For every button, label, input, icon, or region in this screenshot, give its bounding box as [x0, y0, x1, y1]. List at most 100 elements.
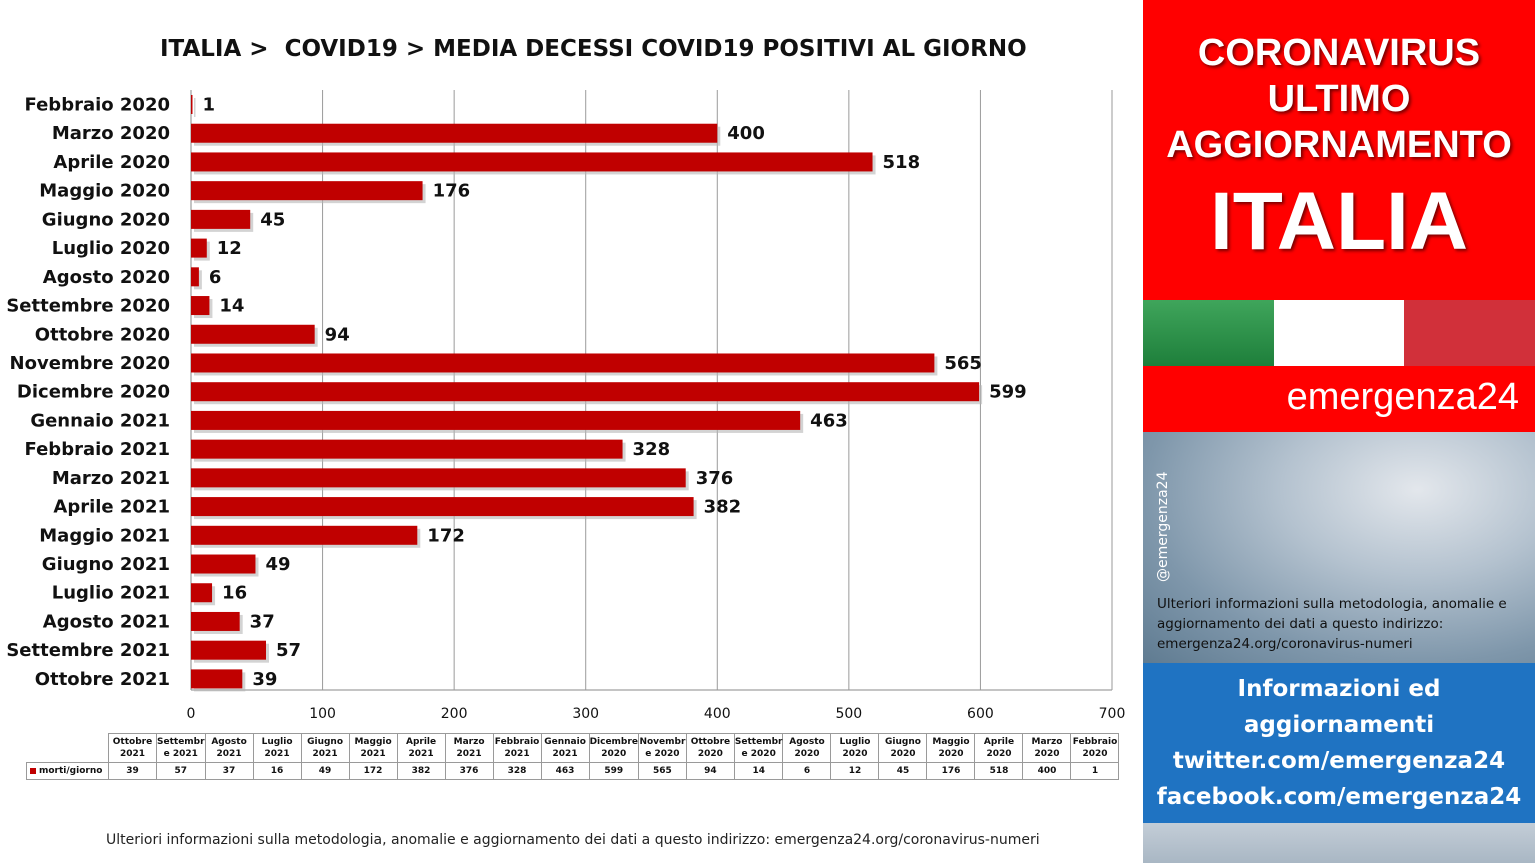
sidebar-panel: CORONAVIRUS ULTIMO AGGIORNAMENTO ITALIA …: [1143, 0, 1535, 863]
data-table-value-cell: 14: [733, 762, 784, 780]
bar-value-label: 565: [944, 353, 982, 374]
series-name: morti/giorno: [39, 766, 103, 776]
data-table-header-cell: Luglio 2021: [252, 733, 302, 763]
bar-value-label: 382: [704, 497, 742, 518]
data-table-value-row: morti/giorno 39 57 37 16 49 172 382 376 328 463 59…: [26, 762, 1120, 780]
data-table-header-cell: Marzo 2020: [1022, 733, 1072, 763]
data-table-header-row: Ottobre 2021 Settembr e 2021 Agosto 2021 Lu…: [27, 733, 1120, 763]
twitter-link[interactable]: twitter.com/emergenza24: [1172, 748, 1506, 774]
bar: [191, 296, 210, 316]
headline-country: ITALIA: [1209, 176, 1469, 267]
x-tick-label: 300: [572, 706, 599, 722]
bar: [191, 439, 623, 459]
data-table-header-cell: Giugno 2021: [300, 733, 350, 763]
y-category-label: Gennaio 2021: [30, 410, 170, 431]
y-category-label: Ottobre 2021: [35, 669, 170, 690]
bar: [191, 410, 801, 430]
bar-value-label: 518: [883, 152, 921, 173]
bottom-strip: [1143, 823, 1535, 863]
bar-value-label: 328: [633, 439, 671, 460]
data-table-value-cell: 49: [300, 762, 350, 780]
bar-value-label: 14: [219, 296, 244, 317]
headline-line-2: ULTIMO: [1267, 78, 1411, 120]
y-category-label: Settembre 2021: [6, 640, 170, 661]
bar: [191, 267, 199, 287]
y-category-label: Aprile 2020: [53, 152, 170, 173]
bar: [191, 583, 213, 603]
y-category-label: Luglio 2020: [52, 238, 170, 259]
x-tick-label: 400: [704, 706, 731, 722]
links-box: Informazioni ed aggiornamenti twitter.co…: [1143, 663, 1535, 823]
data-table-value-cell: 45: [878, 762, 928, 780]
data-table-value-cell: 328: [492, 762, 542, 780]
data-table-header-cell: Ottobre 2020: [685, 733, 735, 763]
bar: [191, 497, 694, 517]
bar-value-label: 172: [427, 525, 465, 546]
y-category-label: Febbraio 2020: [25, 95, 170, 116]
bar-value-label: 39: [252, 669, 277, 690]
bar: [191, 669, 243, 689]
headline-box: CORONAVIRUS ULTIMO AGGIORNAMENTO ITALIA: [1143, 0, 1535, 300]
data-table-header-cell: Febbraio 2020: [1070, 733, 1120, 763]
bar: [191, 209, 251, 229]
x-tick-label: 100: [309, 706, 336, 722]
data-table-value-cell: 518: [974, 762, 1024, 780]
bar: [191, 324, 315, 344]
data-table-corner: [27, 734, 109, 763]
y-category-label: Marzo 2021: [52, 468, 170, 489]
bar-value-label: 45: [260, 209, 285, 230]
y-category-label: Luglio 2021: [52, 583, 170, 604]
legend-swatch: [30, 767, 36, 774]
chart-title: ITALIA > COVID19 > MEDIA DECESSI COVID19…: [160, 36, 1027, 62]
data-table-value-cell: 599: [588, 762, 639, 780]
bar-value-label: 16: [222, 583, 247, 604]
bar: [191, 238, 207, 258]
data-table: Ottobre 2021 Settembr e 2021 Agosto 2021 Lu…: [26, 733, 1120, 780]
y-category-label: Maggio 2021: [39, 525, 170, 546]
y-category-label: Marzo 2020: [52, 123, 170, 144]
data-table-value-cell: 94: [685, 762, 735, 780]
y-category-label: Ottobre 2020: [35, 324, 170, 345]
bar-value-label: 49: [265, 554, 290, 575]
x-tick-label: 700: [1099, 706, 1126, 722]
bar-value-label: 37: [250, 611, 275, 632]
data-table-header-cell: Settembr e 2021: [156, 733, 206, 763]
data-table-header-cell: Maggio 2021: [348, 733, 398, 763]
y-category-label: Agosto 2021: [43, 611, 170, 632]
bars: [191, 95, 983, 692]
bar: [191, 525, 418, 545]
bar: [191, 611, 240, 631]
bar: [191, 640, 266, 660]
data-table-value-cell: 400: [1022, 762, 1072, 780]
bar: [191, 181, 423, 201]
bar-value-label: 176: [433, 181, 471, 202]
data-table-header-cell: Giugno 2020: [878, 733, 928, 763]
x-tick-label: 0: [187, 706, 196, 722]
data-table-value-cell: 172: [348, 762, 398, 780]
bar: [191, 152, 873, 172]
headline-line-3: AGGIORNAMENTO: [1166, 124, 1512, 166]
y-category-label: Aprile 2021: [53, 497, 170, 518]
brand-band: emergenza24: [1143, 366, 1535, 432]
x-tick-label: 600: [967, 706, 994, 722]
data-table-header-cell: Agosto 2020: [782, 733, 832, 763]
data-table-header-cell: Marzo 2021: [444, 733, 494, 763]
data-table-header-cell: Aprile 2020: [974, 733, 1024, 763]
data-table-value-cell: 176: [926, 762, 976, 780]
data-table-value-cell: 565: [637, 762, 687, 780]
data-table-value-cell: 37: [204, 762, 254, 780]
bar: [191, 123, 718, 143]
bar-value-label: 12: [217, 238, 242, 259]
y-category-label: Settembre 2020: [6, 296, 170, 317]
bar-value-label: 1: [203, 95, 216, 116]
data-table-header-cell: Aprile 2021: [396, 733, 446, 763]
facebook-link[interactable]: facebook.com/emergenza24: [1156, 784, 1522, 810]
bar: [191, 382, 980, 402]
data-table-header-cell: Febbraio 2021: [492, 733, 542, 763]
bar-value-label: 6: [209, 267, 222, 288]
y-category-label: Giugno 2021: [42, 554, 170, 575]
data-table-header-cell: Ottobre 2021: [108, 733, 157, 763]
data-table-header-cell: Luglio 2020: [830, 733, 880, 763]
data-table-value-cell: 16: [252, 762, 302, 780]
flag-white-stripe: [1273, 300, 1405, 366]
